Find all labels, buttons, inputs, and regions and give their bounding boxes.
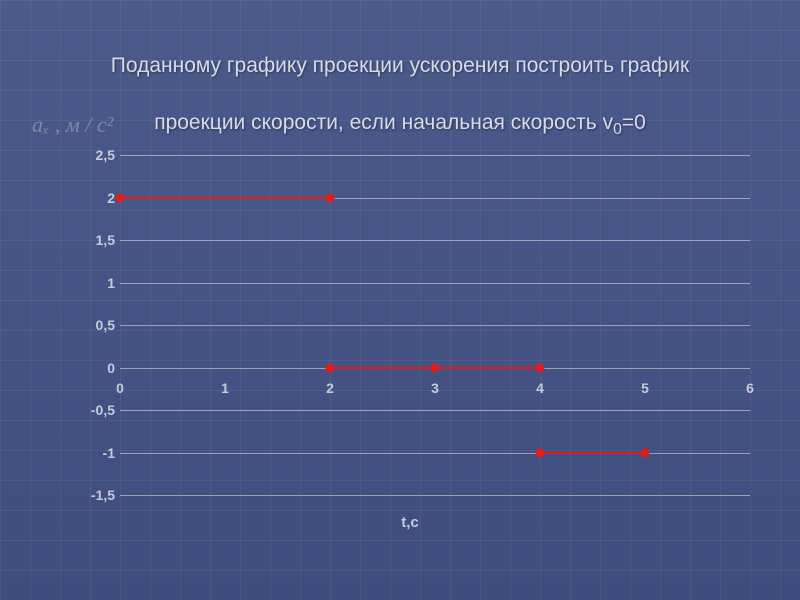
series-marker (326, 363, 335, 372)
gridline (120, 325, 750, 326)
y-tick-label: -1,5 (75, 487, 115, 503)
series-marker (431, 363, 440, 372)
series-marker (536, 448, 545, 457)
series-marker (116, 193, 125, 202)
y-tick-label: 2 (75, 190, 115, 206)
y-tick-label: -1 (75, 445, 115, 461)
series-segment (540, 452, 645, 454)
x-tick-label: 4 (536, 380, 544, 396)
series-marker (536, 363, 545, 372)
y-tick-label: -0,5 (75, 402, 115, 418)
x-axis-title: t,c (401, 514, 419, 531)
title-line-2-post: =0 (622, 111, 646, 134)
y-tick-label: 0 (75, 360, 115, 376)
series-marker (641, 448, 650, 457)
title-line-2-pre: проекции скорости, если начальная скорос… (154, 111, 613, 134)
gridline (120, 410, 750, 411)
gridline (120, 453, 750, 454)
gridline (120, 495, 750, 496)
x-tick-label: 5 (641, 380, 649, 396)
gridline (120, 155, 750, 156)
x-tick-label: 2 (326, 380, 334, 396)
title-subscript: 0 (613, 121, 622, 138)
series-segment (120, 197, 330, 199)
plot-area: 2,521,510,50-0,5-1-1,50123456 (120, 155, 750, 495)
x-tick-label: 1 (221, 380, 229, 396)
y-tick-label: 0,5 (75, 317, 115, 333)
y-tick-label: 1 (75, 275, 115, 291)
gridline (120, 240, 750, 241)
y-axis-title: aₓ , м / с² (32, 112, 113, 138)
slide-root: Поданному графику проекции ускорения пос… (0, 0, 800, 600)
series-marker (326, 193, 335, 202)
chart-container: 2,521,510,50-0,5-1-1,50123456 t,c (70, 155, 750, 535)
x-tick-label: 3 (431, 380, 439, 396)
title-line-1: Поданному графику проекции ускорения пос… (111, 54, 689, 77)
x-tick-label: 6 (746, 380, 754, 396)
gridline (120, 283, 750, 284)
y-tick-label: 1,5 (75, 232, 115, 248)
y-tick-label: 2,5 (75, 147, 115, 163)
x-tick-label: 0 (116, 380, 124, 396)
slide-title: Поданному графику проекции ускорения пос… (0, 24, 800, 140)
